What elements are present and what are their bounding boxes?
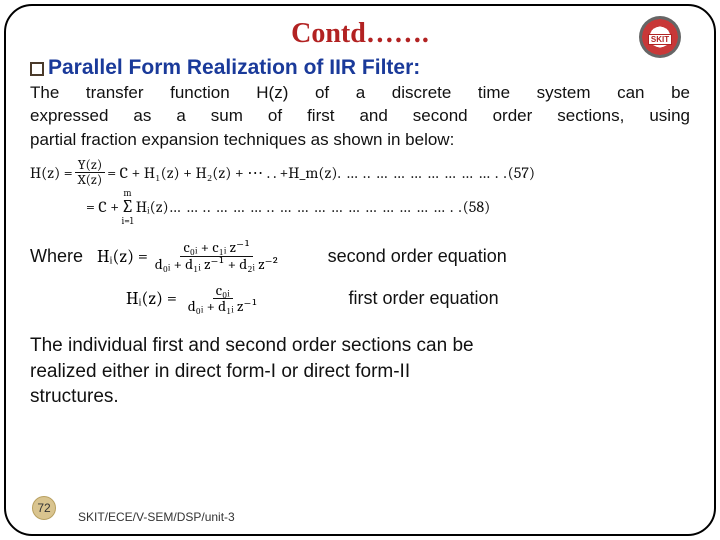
eq57-rhs: = C + H₁(z) + H₂(z) + ⋯ . . +H_m(z) — [107, 161, 337, 185]
closing-line-1: The individual first and second order se… — [30, 333, 690, 359]
eq58-rhs: Hᵢ(z) — [136, 195, 169, 219]
page-number-badge: 72 — [32, 496, 56, 520]
logo-label: SKIT — [648, 34, 672, 45]
eq-first-fraction: c₀ᵢ d₀ᵢ + d₁ᵢ z⁻¹ — [185, 283, 261, 316]
eq58-number: (58) — [463, 195, 491, 219]
where-label: Where — [30, 246, 83, 267]
sum-lower: i=1 — [121, 216, 133, 226]
closing-line-2: realized either in direct form-I or dire… — [30, 359, 690, 385]
slide-title: Contd……. — [30, 18, 690, 50]
eq57-number: (57) — [508, 161, 535, 185]
first-order-label: first order equation — [349, 288, 499, 309]
eq-first-den: d₀ᵢ + d₁ᵢ z⁻¹ — [185, 299, 261, 315]
intro-line-2: expressed as a sum of first and second o… — [30, 105, 690, 126]
eq57-fraction: Y(z) X(z) — [75, 158, 106, 188]
section-heading: Parallel Form Realization of IIR Filter: — [48, 56, 420, 80]
closing-line-3: structures. — [30, 384, 690, 410]
page-number: 72 — [37, 501, 50, 515]
eq-second-fraction: c₀ᵢ + c₁ᵢ z⁻¹ d₀ᵢ + d₁ᵢ z⁻¹ + d₂ᵢ z⁻² — [152, 240, 282, 273]
where-row: Where Hᵢ(z) = c₀ᵢ + c₁ᵢ z⁻¹ d₀ᵢ + d₁ᵢ z⁻… — [30, 240, 690, 273]
closing-paragraph: The individual first and second order se… — [30, 333, 690, 410]
eq57-lhs: H(z) = — [30, 161, 73, 185]
footer-path: SKIT/ECE/V-SEM/DSP/unit-3 — [78, 510, 235, 524]
sigma-icon: ∑ — [121, 198, 134, 216]
eq58-lhs: = C + — [86, 195, 119, 219]
eq57-frac-den: X(z) — [75, 173, 106, 188]
intro-line-1: The transfer function H(z) of a discrete… — [30, 82, 690, 103]
equation-58: = C + m ∑ i=1 Hᵢ(z) … … .. … … … .. … … … — [86, 188, 690, 226]
bullet-icon — [30, 62, 44, 76]
heading-row: Parallel Form Realization of IIR Filter: — [30, 56, 690, 80]
eq-first-lhs: Hᵢ(z) = — [126, 288, 177, 309]
eq58-dots: … … .. … … … .. … … … … … … … … … … . . — [169, 195, 463, 219]
eq-second-lhs: Hᵢ(z) = — [97, 246, 148, 267]
eq-second-den: d₀ᵢ + d₁ᵢ z⁻¹ + d₂ᵢ z⁻² — [152, 257, 282, 273]
intro-line-3: partial fraction expansion techniques as… — [30, 129, 690, 150]
second-order-label: second order equation — [328, 246, 507, 267]
slide-frame: SKIT Contd……. Parallel Form Realization … — [4, 4, 716, 536]
institute-logo: SKIT — [632, 16, 688, 72]
intro-paragraph: The transfer function H(z) of a discrete… — [30, 82, 690, 150]
equation-57: H(z) = Y(z) X(z) = C + H₁(z) + H₂(z) + ⋯… — [30, 158, 690, 226]
first-order-row: Hᵢ(z) = c₀ᵢ d₀ᵢ + d₁ᵢ z⁻¹ first order eq… — [126, 283, 690, 316]
summation-icon: m ∑ i=1 — [121, 188, 134, 226]
eq57-dots: . … .. … … … … … … … . . — [337, 161, 507, 185]
